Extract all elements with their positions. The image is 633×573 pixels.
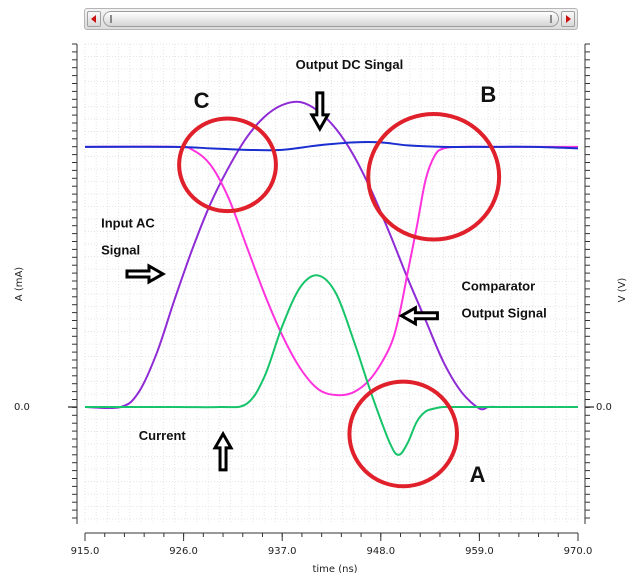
series-line-2 [84,141,579,152]
x-tick-label: 926.0 [169,546,198,557]
annotation-label: B [480,82,496,107]
scrollbar-thumb[interactable] [103,11,559,27]
horizontal-scrollbar[interactable] [84,8,578,30]
annotation-label: Input AC [101,216,155,231]
annotation-label: Signal [101,243,140,258]
left-axis-title: A (mA) [14,267,25,302]
scroll-right-arrow-icon[interactable] [561,11,575,27]
series-line-3 [84,274,578,456]
annotation-label: Comparator [461,278,535,293]
annotation-label: A [470,462,486,487]
scroll-left-arrow-icon[interactable] [87,11,101,27]
x-tick-label: 937.0 [268,546,297,557]
annotation-label: Current [139,428,187,443]
series-line-1 [84,145,578,397]
x-tick-label: 970.0 [564,546,593,557]
highlight-circle-c [177,116,278,214]
annotation-label: C [194,88,210,113]
annotation-labels: Output DC Singal Input AC Signal Comparator… [101,57,547,487]
arrow-down-icon [309,91,331,132]
x-tick-label: 948.0 [366,546,395,557]
grid-lines [84,43,579,524]
axes: 0.0 0.0 A (mA) V (V) time (ns) 915.0 926.… [14,267,628,573]
right-zero-label: 0.0 [596,402,612,413]
x-axis-title: time (ns) [312,564,357,573]
x-tick-label: 959.0 [465,546,494,557]
annotation-label: Output Signal [461,305,546,320]
arrow-right-icon [125,263,167,285]
grip-left-icon [110,15,112,23]
annotation-label: Output DC Singal [296,57,404,72]
x-tick-label: 915.0 [71,546,100,557]
left-zero-label: 0.0 [14,402,30,413]
highlight-circle-b [366,111,502,242]
plot-frame [68,43,594,534]
grip-right-icon [550,15,552,23]
highlight-circle-a [347,379,459,489]
arrow-up-icon [212,430,234,472]
right-axis-title: V (V) [617,278,628,303]
annotation-marks [125,91,502,489]
arrow-left-icon [398,305,439,327]
